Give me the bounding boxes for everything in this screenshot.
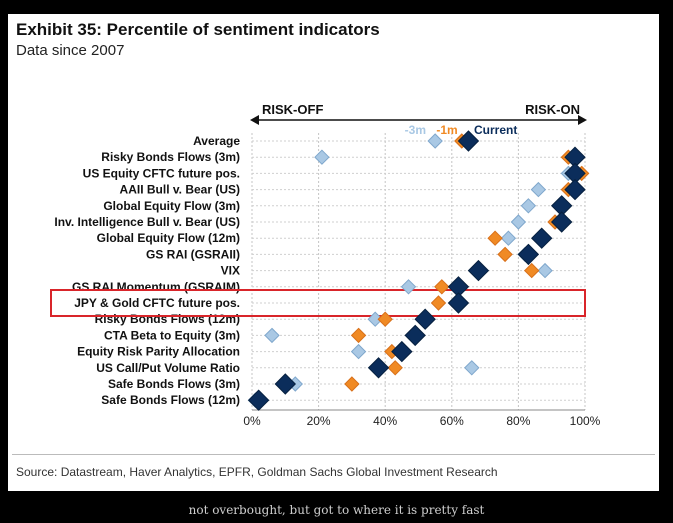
current-marker — [414, 308, 436, 330]
minus3m-marker — [510, 214, 527, 230]
category-label: Risky Bonds Flows (3m) — [101, 150, 240, 164]
category-label: Safe Bonds Flows (12m) — [101, 393, 240, 407]
current-marker — [404, 324, 426, 347]
caption: not overbought, but got to where it is p… — [188, 503, 485, 517]
current-marker — [550, 211, 573, 233]
minus3m-marker — [500, 230, 517, 246]
legend-current: Current — [474, 123, 517, 137]
category-label: Global Equity Flow (3m) — [103, 199, 240, 213]
minus1m-marker — [387, 360, 403, 376]
exhibit-panel: Exhibit 35: Percentile of sentiment indi… — [8, 14, 659, 491]
category-label: Equity Risk Parity Allocation — [77, 345, 240, 359]
current-marker — [517, 243, 540, 266]
current-marker — [457, 130, 480, 152]
category-label: US Equity CFTC future pos. — [83, 166, 240, 180]
minus1m-marker — [434, 279, 450, 295]
minus1m-marker — [524, 262, 540, 279]
chart-title: Exhibit 35: Percentile of sentiment indi… — [16, 20, 380, 39]
minus3m-marker — [464, 360, 480, 376]
minus3m-marker — [400, 279, 417, 295]
current-marker — [247, 389, 270, 411]
chart-subtitle: Data since 2007 — [16, 42, 125, 59]
risk-on-arrowhead — [578, 115, 587, 125]
category-label: US Call/Put Volume Ratio — [96, 361, 240, 375]
current-marker — [274, 373, 297, 395]
minus3m-marker — [350, 343, 367, 360]
risk-off-arrowhead — [250, 115, 259, 125]
current-marker — [447, 292, 470, 314]
category-label: VIX — [221, 264, 240, 278]
minus1m-marker — [430, 295, 447, 311]
minus3m-marker — [537, 262, 553, 279]
source-divider — [12, 454, 655, 455]
minus3m-marker — [520, 198, 537, 214]
minus3m-marker — [264, 327, 280, 344]
x-tick-label: 0% — [243, 414, 261, 428]
minus3m-marker — [314, 149, 330, 165]
x-tick-label: 20% — [307, 414, 331, 428]
category-label: Safe Bonds Flows (3m) — [108, 377, 240, 391]
category-label: JPY & Gold CFTC future pos. — [74, 296, 240, 310]
minus3m-marker — [427, 133, 443, 149]
x-tick-label: 60% — [440, 414, 464, 428]
category-label: Inv. Intelligence Bull v. Bear (US) — [54, 215, 240, 229]
source-note: Source: Datastream, Haver Analytics, EPF… — [16, 465, 498, 479]
category-label: CTA Beta to Equity (3m) — [104, 328, 240, 342]
minus1m-marker — [497, 246, 513, 263]
highlight-box — [50, 289, 586, 317]
minus1m-marker — [487, 230, 503, 246]
category-label: Global Equity Flow (12m) — [97, 231, 240, 245]
current-marker — [367, 357, 390, 379]
legend-minus1m: -1m — [436, 123, 457, 137]
risk-off-label: RISK-OFF — [262, 102, 323, 117]
x-tick-label: 100% — [570, 414, 601, 428]
x-tick-label: 80% — [506, 414, 530, 428]
x-tick-label: 40% — [373, 414, 397, 428]
minus1m-marker — [344, 376, 360, 392]
current-marker — [467, 259, 490, 282]
current-marker — [564, 178, 586, 201]
category-label: GS RAI (GSRAII) — [146, 247, 240, 261]
risk-on-label: RISK-ON — [525, 102, 580, 117]
minus3m-marker — [530, 181, 547, 198]
current-marker — [531, 227, 553, 249]
category-label: Risky Bonds Flows (12m) — [95, 312, 240, 326]
sentiment-chart: 0% 20% 40% 60% 80% 100% RISK-OFF RISK-ON -3m -1m C… — [50, 102, 601, 428]
legend-minus3m: -3m — [405, 123, 426, 137]
minus1m-marker — [350, 327, 367, 344]
category-label: GS RAI Momentum (GSRAIM) — [72, 280, 240, 294]
minus1m-marker — [377, 311, 393, 327]
current-marker — [391, 340, 413, 363]
category-label: Average — [193, 134, 240, 148]
category-label: AAII Bull v. Bear (US) — [120, 183, 240, 197]
